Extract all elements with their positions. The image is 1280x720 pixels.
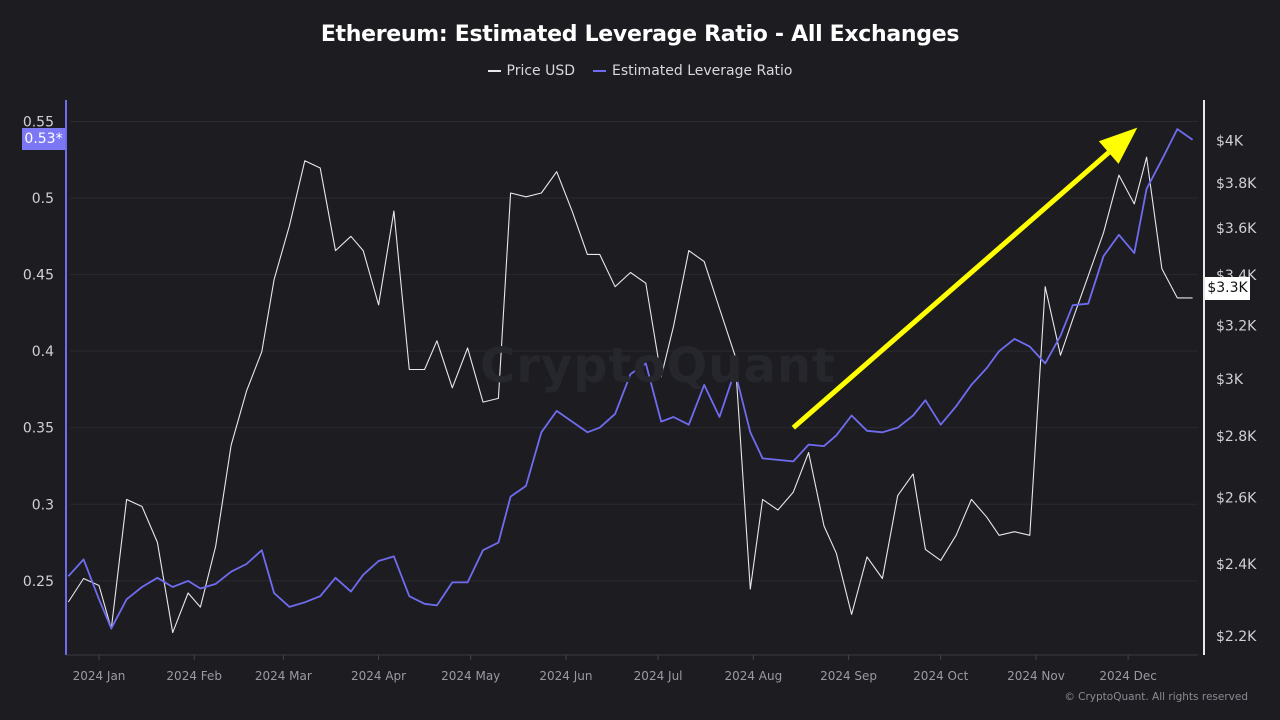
latest-price-badge: $3.3K [1205,277,1250,300]
x-tick-label: 2024 Jul [634,669,683,683]
right-tick-label: $3.2K [1216,318,1257,334]
latest-leverage-badge: 0.53* [22,128,65,150]
left-axis-ticks: 0.25 0.3 0.35 0.4 0.45 0.5 0.55 [23,114,54,589]
chart-title: Ethereum: Estimated Leverage Ratio - All… [320,22,960,47]
right-tick-label: $4K [1216,133,1244,149]
x-tick-label: 2024 Jun [539,669,592,683]
annotation-arrow [791,127,1138,430]
x-axis-ticks: 2024 Jan 2024 Feb 2024 Mar 2024 Apr 2024 May… [73,655,1157,683]
x-tick-label: 2024 Oct [913,669,968,683]
legend-item-leverage[interactable]: Estimated Leverage Ratio [593,63,793,79]
x-tick-label: 2024 Mar [255,669,312,683]
legend-swatch-price [487,70,501,72]
x-tick-label: 2024 Apr [351,669,406,683]
left-tick-label: 0.5 [32,191,54,207]
right-axis-ticks: $2.2K$2.4K$2.6K$2.8K$3K$3.2K$3.4K$3.6K$3… [1216,133,1257,645]
x-tick-label: 2024 May [441,669,500,683]
left-tick-label: 0.25 [23,574,54,590]
x-tick-label: 2024 Sep [820,669,877,683]
copyright: © CryptoQuant. All rights reserved [1064,691,1248,703]
right-tick-label: $3.8K [1216,176,1257,192]
x-tick-label: 2024 Jan [73,669,126,683]
left-tick-label: 0.4 [32,344,54,360]
legend: Price USD Estimated Leverage Ratio [0,63,1280,79]
x-tick-label: 2024 Nov [1007,669,1065,683]
right-tick-label: $2.4K [1216,557,1257,573]
x-tick-label: 2024 Aug [724,669,782,683]
x-tick-label: 2024 Dec [1099,669,1157,683]
axes [65,100,1205,656]
right-tick-label: $2.2K [1216,629,1257,645]
legend-item-price[interactable]: Price USD [487,63,576,79]
legend-label-leverage: Estimated Leverage Ratio [612,63,793,79]
legend-label-price: Price USD [506,63,576,79]
watermark: CryptoQuant [480,338,836,394]
right-tick-label: $3.6K [1216,221,1257,237]
legend-swatch-leverage [593,70,607,72]
series-lines [67,128,1194,634]
arrow-head [1098,127,1138,164]
left-tick-label: 0.45 [23,268,54,284]
left-tick-label: 0.3 [32,497,54,513]
arrow-shaft [791,150,1111,430]
left-tick-label: 0.55 [23,114,54,130]
right-tick-label: $2.8K [1216,429,1257,445]
x-tick-label: 2024 Feb [166,669,222,683]
left-tick-label: 0.35 [23,421,54,437]
right-tick-label: $3K [1216,372,1244,388]
right-tick-label: $2.6K [1216,490,1257,506]
